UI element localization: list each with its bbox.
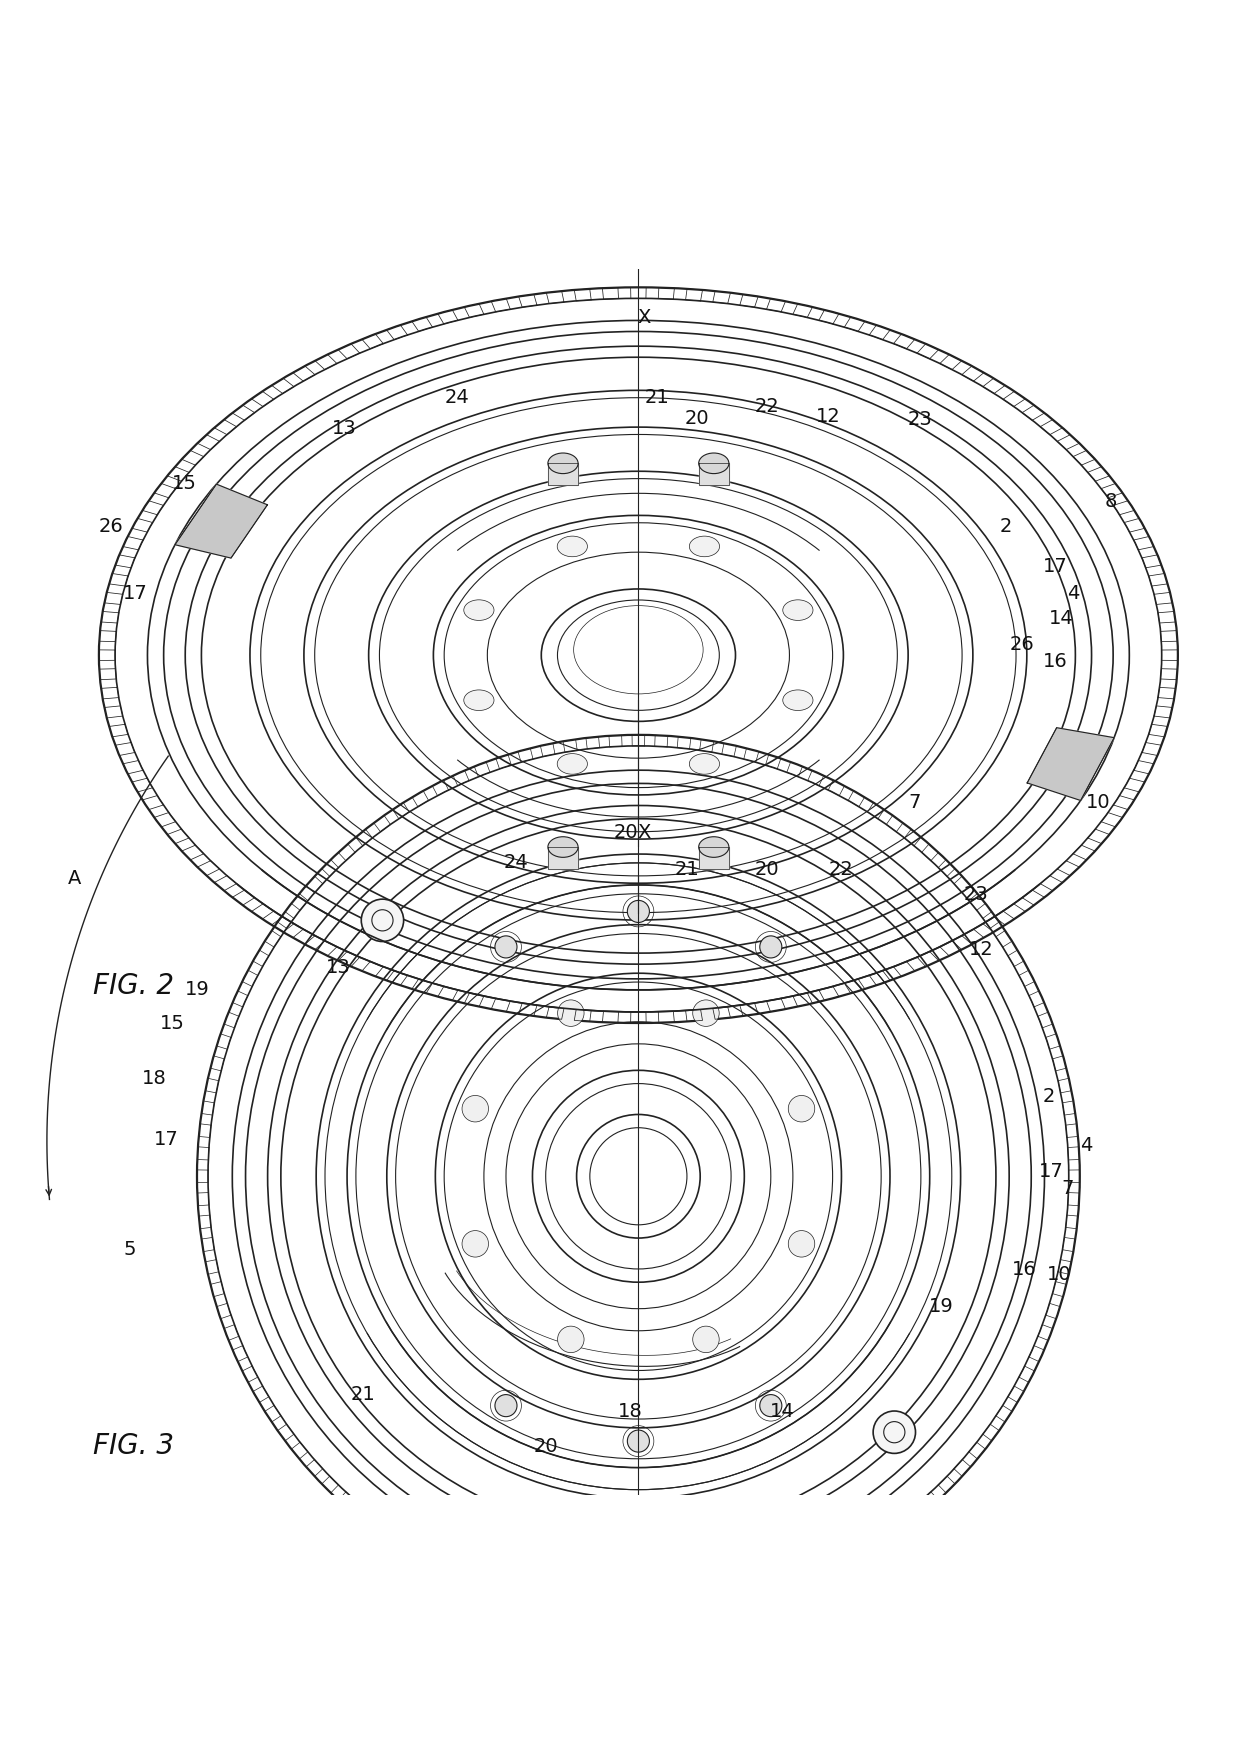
- Text: 26: 26: [1009, 635, 1034, 654]
- Text: 2: 2: [1043, 1087, 1055, 1106]
- Circle shape: [627, 1431, 650, 1452]
- Circle shape: [463, 1231, 489, 1258]
- Text: 8: 8: [1105, 492, 1117, 512]
- Text: 13: 13: [326, 958, 351, 977]
- Text: X: X: [637, 824, 651, 843]
- Text: 10: 10: [1047, 1265, 1071, 1284]
- Text: 16: 16: [1012, 1259, 1037, 1279]
- Ellipse shape: [557, 753, 588, 774]
- Ellipse shape: [464, 600, 494, 621]
- Ellipse shape: [689, 536, 719, 557]
- Text: 26: 26: [99, 517, 124, 536]
- Text: 13: 13: [332, 418, 357, 437]
- Circle shape: [789, 1231, 815, 1258]
- Text: 7: 7: [908, 792, 920, 811]
- Text: 2: 2: [999, 517, 1012, 536]
- Polygon shape: [175, 483, 268, 557]
- Text: 14: 14: [770, 1402, 795, 1422]
- Text: 21: 21: [675, 861, 699, 878]
- Circle shape: [627, 900, 650, 923]
- Text: FIG. 3: FIG. 3: [93, 1432, 174, 1461]
- Ellipse shape: [698, 453, 729, 473]
- Text: 19: 19: [929, 1297, 954, 1316]
- Polygon shape: [698, 847, 729, 868]
- Text: 16: 16: [1043, 653, 1068, 670]
- Circle shape: [495, 937, 517, 958]
- Text: 10: 10: [1086, 792, 1111, 811]
- Text: 17: 17: [1039, 1162, 1064, 1180]
- Text: 23: 23: [963, 886, 988, 903]
- Text: 14: 14: [1049, 609, 1074, 628]
- Circle shape: [558, 1000, 584, 1027]
- Text: 24: 24: [503, 852, 528, 871]
- Text: 7: 7: [1061, 1178, 1074, 1198]
- Circle shape: [693, 1327, 719, 1353]
- Text: 12: 12: [970, 940, 994, 960]
- Text: 20: 20: [534, 1436, 559, 1455]
- Text: 15: 15: [172, 475, 197, 492]
- Text: A: A: [68, 870, 81, 887]
- Polygon shape: [548, 847, 578, 868]
- Ellipse shape: [782, 600, 813, 621]
- Text: 21: 21: [350, 1385, 374, 1404]
- Ellipse shape: [464, 690, 494, 711]
- Text: 17: 17: [154, 1131, 179, 1148]
- Ellipse shape: [698, 836, 729, 857]
- Circle shape: [361, 900, 404, 942]
- Text: 17: 17: [1043, 557, 1068, 577]
- Text: 17: 17: [123, 584, 148, 603]
- Text: X: X: [637, 309, 651, 328]
- Text: 4: 4: [1080, 1136, 1092, 1155]
- Circle shape: [558, 1327, 584, 1353]
- Circle shape: [760, 1395, 782, 1416]
- Circle shape: [873, 1411, 915, 1454]
- Circle shape: [463, 1095, 489, 1122]
- Text: 19: 19: [185, 981, 210, 1000]
- Text: 5: 5: [123, 1240, 136, 1259]
- Text: 23: 23: [908, 411, 932, 429]
- Polygon shape: [548, 464, 578, 485]
- Text: 15: 15: [160, 1014, 185, 1032]
- Text: 18: 18: [618, 1402, 642, 1422]
- Text: 20: 20: [684, 409, 709, 429]
- Text: FIG. 2: FIG. 2: [93, 972, 174, 1000]
- Polygon shape: [1027, 729, 1115, 801]
- Text: 18: 18: [141, 1069, 166, 1088]
- Circle shape: [693, 1000, 719, 1027]
- Text: 20: 20: [614, 824, 639, 843]
- Circle shape: [789, 1095, 815, 1122]
- Text: 4: 4: [1068, 584, 1080, 603]
- Text: 24: 24: [445, 388, 469, 407]
- Ellipse shape: [548, 836, 578, 857]
- Ellipse shape: [782, 690, 813, 711]
- Text: 22: 22: [755, 397, 780, 416]
- Ellipse shape: [689, 753, 719, 774]
- Text: 12: 12: [816, 406, 841, 425]
- Ellipse shape: [548, 453, 578, 473]
- Text: 22: 22: [828, 861, 853, 878]
- Text: 21: 21: [645, 388, 670, 407]
- Ellipse shape: [557, 536, 588, 557]
- Circle shape: [495, 1395, 517, 1416]
- Circle shape: [760, 937, 782, 958]
- Polygon shape: [698, 464, 729, 485]
- Text: 20: 20: [755, 861, 780, 878]
